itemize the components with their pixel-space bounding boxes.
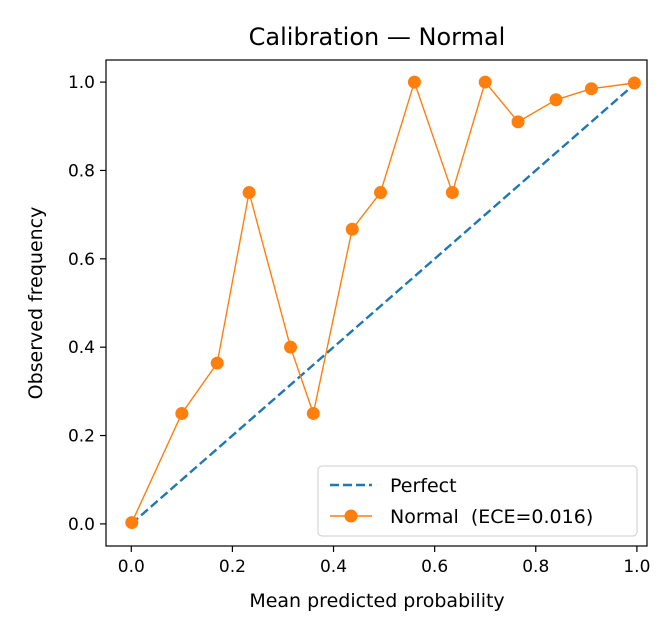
legend: Perfect Normal (ECE=0.016) [317,465,638,537]
y-tick-label: 0.0 [68,515,95,535]
normal-data-point [549,93,563,107]
normal-data-point [242,186,256,200]
y-axis-ticks: 0.0 0.2 0.4 0.6 0.8 1.0 [68,73,106,535]
x-axis-ticks: 0.0 0.2 0.4 0.6 0.8 1.0 [118,546,650,577]
legend-normal-marker [344,509,358,523]
y-axis-label: Observed frequency [25,207,47,400]
normal-data-point [125,516,139,530]
normal-data-point [345,222,359,236]
x-axis-label: Mean predicted probability [249,590,504,612]
normal-data-point [478,75,492,89]
normal-data-point [374,186,388,200]
y-tick-label: 0.8 [68,161,95,181]
legend-box [317,465,638,537]
normal-data-point [306,406,320,420]
normal-data-point [210,356,224,370]
normal-data-point [284,340,298,354]
y-tick-label: 0.4 [68,338,95,358]
normal-data-point [584,82,598,96]
normal-data-point [627,76,641,90]
x-tick-label: 0.8 [522,557,549,577]
normal-data-point [511,115,525,129]
chart-title: Calibration — Normal [249,23,506,51]
legend-perfect-label: Perfect [390,475,457,497]
y-tick-label: 1.0 [68,73,95,93]
x-tick-label: 0.2 [219,557,246,577]
plot-area-frame [105,59,648,547]
x-tick-label: 0.0 [118,557,145,577]
perfect-calibration-line [130,81,638,525]
normal-data-point [175,406,189,420]
y-tick-label: 0.6 [68,250,95,270]
x-tick-label: 0.6 [421,557,448,577]
legend-normal-label: Normal (ECE=0.016) [390,506,593,528]
x-tick-label: 1.0 [623,557,650,577]
x-tick-label: 0.4 [320,557,347,577]
normal-data-point [445,186,459,200]
plot-series [125,75,641,530]
normal-calibration-line [131,79,635,523]
y-tick-label: 0.2 [68,427,95,447]
normal-data-point [407,75,421,89]
